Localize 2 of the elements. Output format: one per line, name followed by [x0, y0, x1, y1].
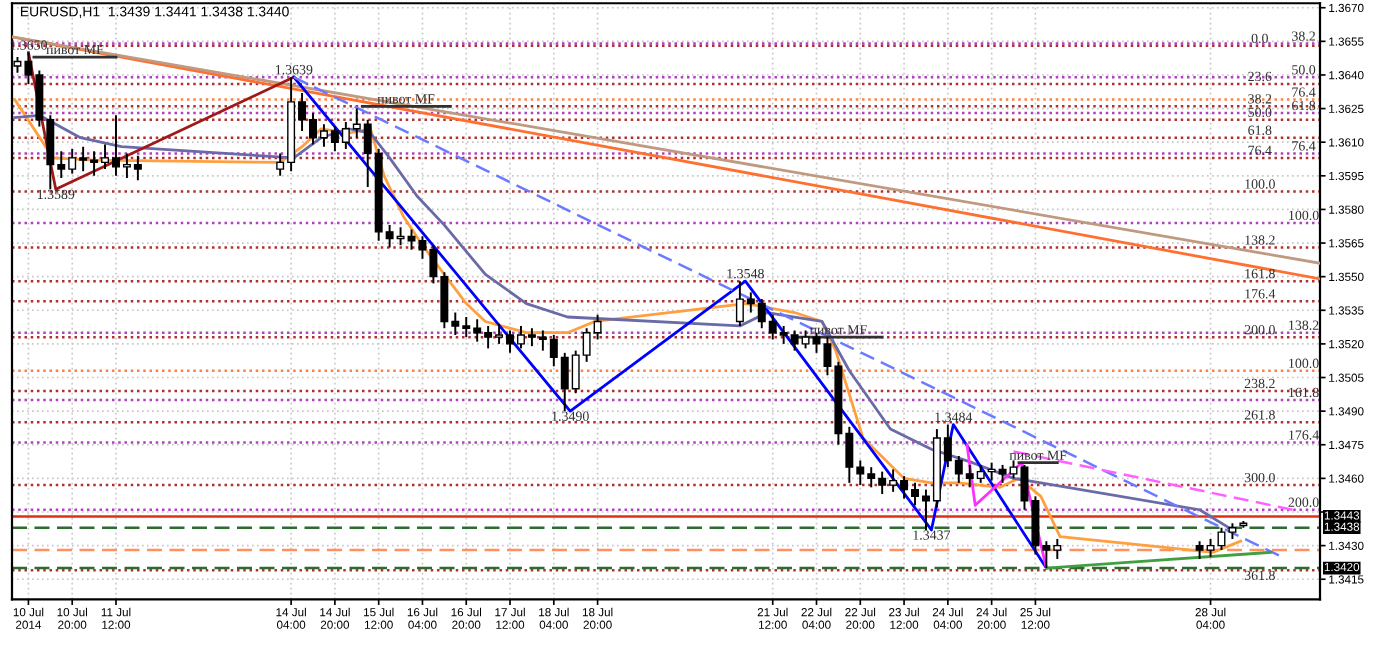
line-series	[965, 443, 1048, 570]
line-series	[292, 75, 1048, 570]
